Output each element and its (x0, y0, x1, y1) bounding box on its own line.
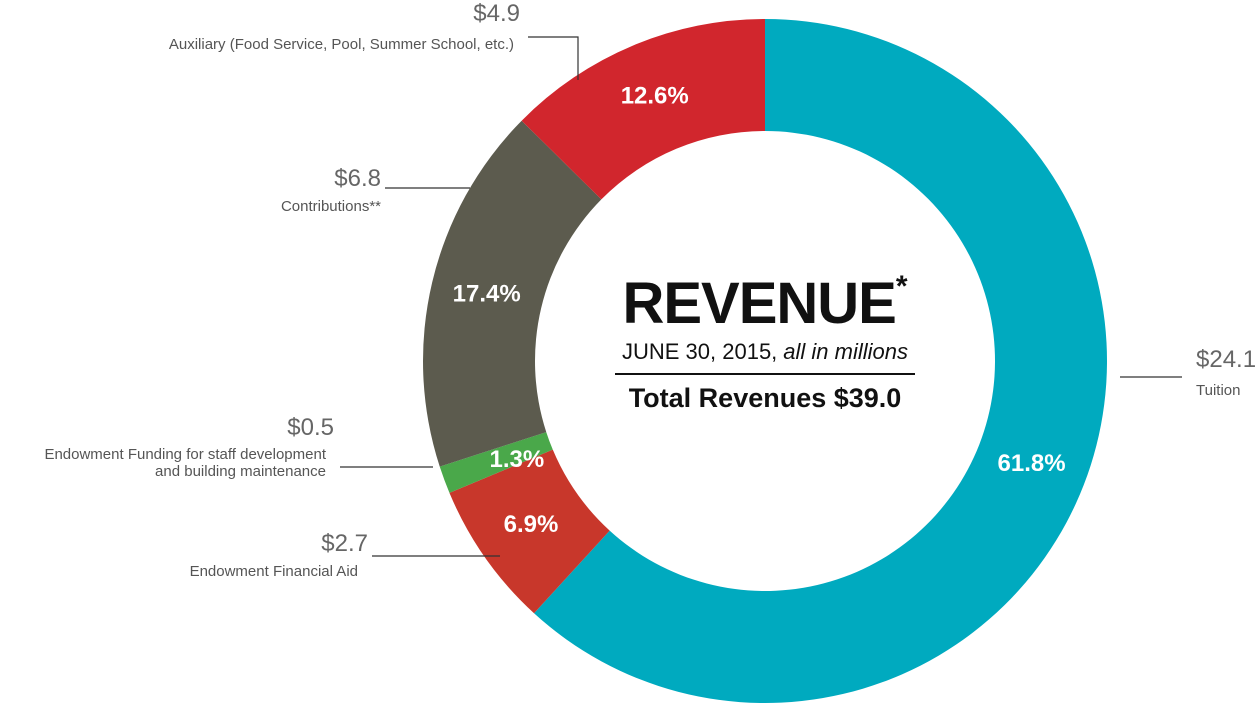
category-label: Contributions** (280, 198, 381, 215)
slice-label: 61.8% (998, 450, 1066, 477)
rule (615, 373, 915, 375)
slice (439, 432, 553, 493)
leader-line (528, 36, 579, 80)
slice (534, 19, 1107, 703)
amount-label: $4.9 (473, 0, 520, 27)
slice-label: 12.6% (621, 82, 689, 109)
subtitle: JUNE 30, 2015, all in millions (565, 339, 965, 365)
total: Total Revenues $39.0 (628, 383, 902, 413)
amount-label: $0.5 (287, 414, 334, 441)
category-label: Auxiliary (Food Service, Pool, Summer Sc… (168, 36, 514, 53)
slice (423, 120, 602, 467)
slice-label: 6.9% (504, 511, 559, 538)
slice-label: 1.3% (489, 446, 544, 473)
amount-label: $2.7 (321, 530, 368, 557)
slice (521, 19, 765, 200)
amount-label: $6.8 (334, 165, 381, 192)
category-label: Endowment Financial Aid (189, 563, 358, 580)
slice-label: 17.4% (453, 280, 521, 307)
amount-label: $24.1 (1196, 346, 1256, 373)
category-label: Tuition (1196, 382, 1241, 399)
title-row: REVENUE* (565, 270, 965, 337)
slice (449, 449, 610, 614)
center-block: REVENUE* JUNE 30, 2015, all in millions T… (565, 270, 965, 414)
category-label: Endowment Funding for staff development … (44, 446, 326, 481)
chart-title: REVENUE (622, 271, 896, 336)
title-marker: * (895, 270, 908, 303)
date: JUNE 30, 2015, (621, 339, 778, 364)
unit-note: all in millions (783, 339, 909, 364)
